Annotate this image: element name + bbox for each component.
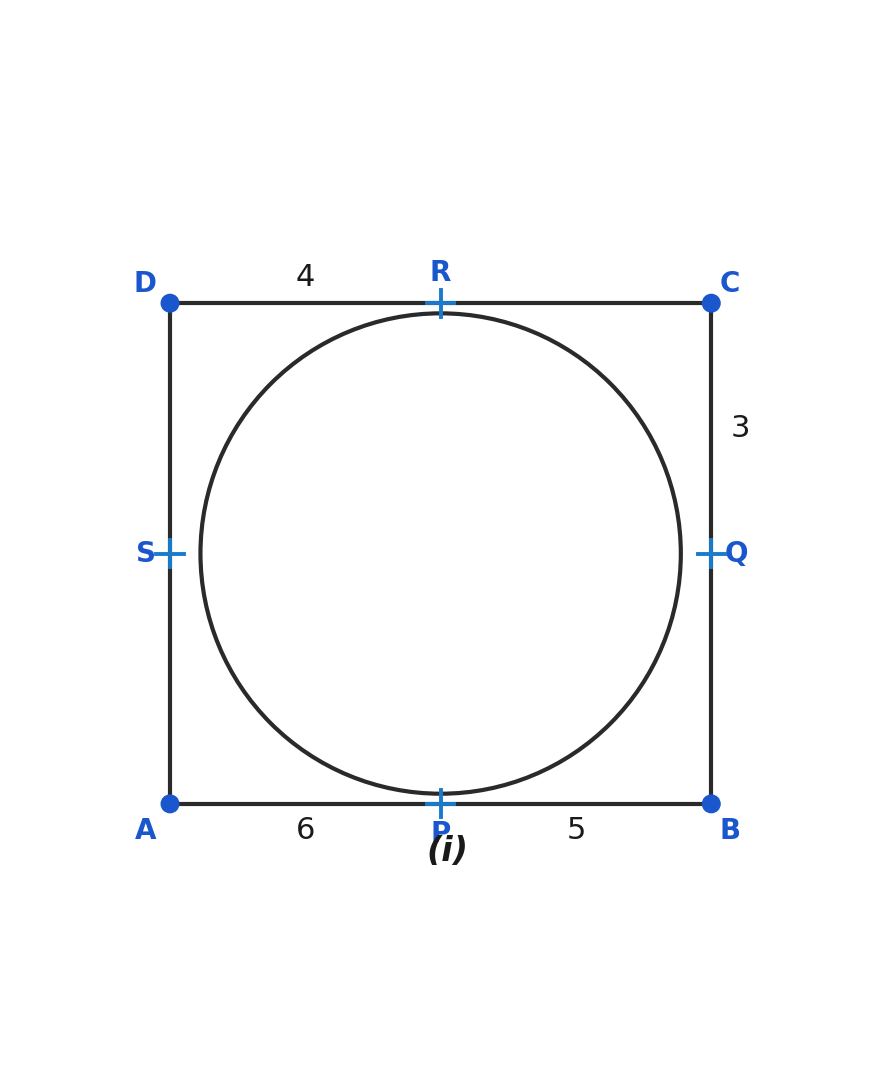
Text: A: A: [135, 818, 156, 846]
Text: 4: 4: [296, 264, 315, 293]
Text: C: C: [719, 270, 739, 298]
Text: Q: Q: [725, 539, 748, 567]
Circle shape: [703, 795, 720, 812]
Circle shape: [162, 795, 179, 812]
Circle shape: [703, 295, 720, 312]
Text: B: B: [719, 818, 740, 846]
Text: D: D: [134, 270, 156, 298]
Text: (i): (i): [426, 835, 469, 867]
Text: 6: 6: [296, 816, 315, 845]
Text: P: P: [430, 820, 450, 848]
Text: 3: 3: [730, 414, 750, 443]
Text: 5: 5: [567, 816, 586, 845]
Text: R: R: [430, 259, 451, 287]
Text: S: S: [136, 539, 156, 567]
Circle shape: [162, 295, 179, 312]
